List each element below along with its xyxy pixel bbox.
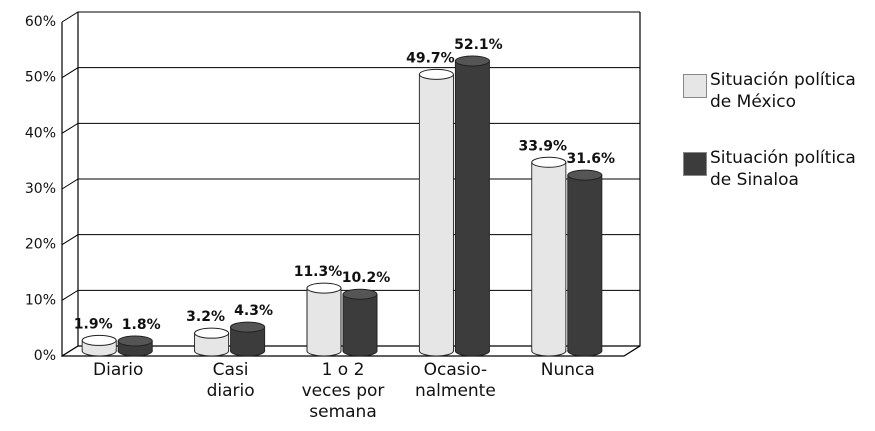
bar-top [567,169,603,181]
bar-top [306,282,342,294]
value-label: 33.9% [519,138,568,154]
value-label: 4.3% [234,303,273,319]
legend-label: Situación política de Sinaloa [710,148,856,190]
bar-top [81,334,117,346]
x-tick-label: Diario [93,360,144,380]
x-tick-label: Casi diario [206,360,255,401]
legend-label: Situación política de México [710,70,856,112]
value-label: 31.6% [567,151,616,167]
bar-top [230,321,266,333]
y-tick-label: 60% [25,14,56,30]
value-label: 49.7% [406,50,455,66]
value-label: 1.8% [122,317,161,333]
bar-top [117,335,153,347]
y-tick-label: 20% [25,237,56,253]
legend-swatch [683,152,707,176]
y-tick-label: 30% [25,181,56,197]
bar-fill [343,294,377,351]
bar-fill [568,175,602,351]
x-tick-label: Ocasio- nalmente [414,360,496,401]
bar-top [454,55,490,67]
grid-line [61,122,640,134]
y-tick-label: 40% [25,125,56,141]
x-tick-label: Nunca [540,360,595,380]
bar-top [194,327,230,339]
bar-fill [419,74,453,351]
bar-fill [532,162,566,351]
bar-fill [307,288,341,351]
bar-fill [231,327,265,351]
bar-top [342,288,378,300]
y-tick-label: 10% [25,292,56,308]
grid-line [61,11,640,23]
bar-fill [455,60,489,352]
bar-top [418,68,454,80]
value-label: 10.2% [342,270,391,286]
legend-swatch [683,74,707,98]
y-tick-label: 50% [25,70,56,86]
grid-line [61,67,640,79]
bar-top [531,156,567,168]
x-tick-label: 1 o 2 veces por semana [301,360,385,422]
value-label: 11.3% [294,264,343,280]
value-label: 3.2% [186,309,225,325]
value-label: 52.1% [454,37,503,53]
value-label: 1.9% [74,316,113,332]
y-tick-label: 0% [34,348,56,364]
